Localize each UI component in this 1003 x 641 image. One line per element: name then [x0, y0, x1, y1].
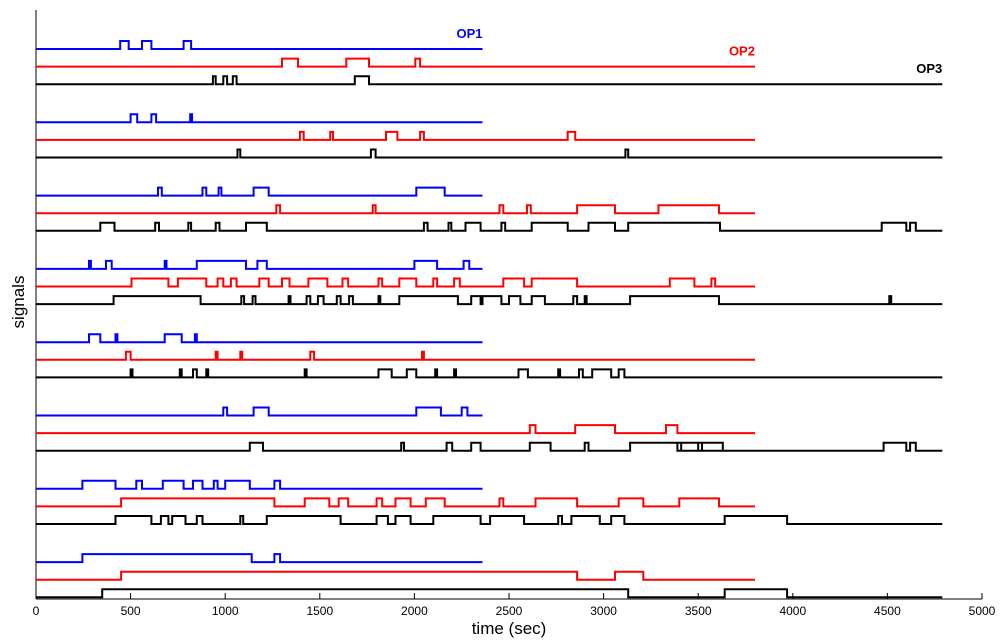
- signal-group-2: [36, 113, 943, 159]
- signal-group-4: [36, 259, 943, 306]
- plot-area: [36, 40, 943, 599]
- signal-trace-op1: [36, 406, 483, 417]
- signal-group-8: [36, 553, 943, 599]
- x-tick-label: 4500: [874, 604, 901, 618]
- series-label-op3: OP3: [916, 61, 942, 76]
- y-axis-label: signals: [9, 276, 28, 329]
- signal-trace-op1: [36, 259, 483, 270]
- signal-trace-op2: [36, 277, 755, 288]
- x-tick-label: 0: [33, 604, 40, 618]
- signal-trace-op3: [36, 588, 943, 599]
- x-tick-label: 1500: [306, 604, 333, 618]
- signal-trace-op3: [36, 441, 943, 452]
- signal-trace-op3: [36, 515, 943, 525]
- series-label-op2: OP2: [729, 44, 755, 59]
- signal-trace-op1: [36, 333, 483, 344]
- signal-trace-op2: [36, 204, 755, 215]
- signal-trace-op3: [36, 221, 943, 232]
- signal-trace-op3: [36, 148, 943, 159]
- signal-trace-op1: [36, 479, 483, 490]
- signal-trace-op3: [36, 295, 943, 306]
- x-tick-label: 3000: [590, 604, 617, 618]
- signal-trace-op2: [36, 350, 755, 361]
- signal-trace-op1: [36, 553, 483, 564]
- x-tick-label: 2500: [496, 604, 523, 618]
- x-tick-label: 2000: [401, 604, 428, 618]
- signal-trace-op2: [36, 570, 755, 581]
- signal-trace-op3: [36, 368, 943, 379]
- series-label-op1: OP1: [456, 26, 482, 41]
- signal-trace-op2: [36, 424, 755, 435]
- signal-group-7: [36, 479, 943, 525]
- signal-trace-op1: [36, 186, 483, 197]
- signal-group-1: [36, 40, 943, 86]
- x-tick-label: 500: [121, 604, 141, 618]
- series-labels: OP1 OP2 OP3: [456, 26, 942, 76]
- x-tick-label: 4000: [779, 604, 806, 618]
- x-ticks: 0 500 1000 1500 2000 2500 3000 3500 4000 4500 5000: [33, 593, 996, 618]
- signal-trace-op2: [36, 130, 755, 141]
- signal-group-5: [36, 333, 943, 379]
- x-tick-label: 5000: [969, 604, 996, 618]
- signal-group-6: [36, 406, 943, 452]
- signal-trace-op2: [36, 57, 755, 68]
- x-tick-label: 3500: [685, 604, 712, 618]
- signal-trace-op1: [36, 113, 483, 124]
- x-tick-label: 1000: [212, 604, 239, 618]
- signal-trace-op2: [36, 497, 755, 508]
- signal-group-3: [36, 186, 943, 232]
- x-axis-label: time (sec): [472, 619, 547, 638]
- signal-trace-op3: [36, 75, 943, 86]
- signal-trace-op1: [36, 40, 483, 50]
